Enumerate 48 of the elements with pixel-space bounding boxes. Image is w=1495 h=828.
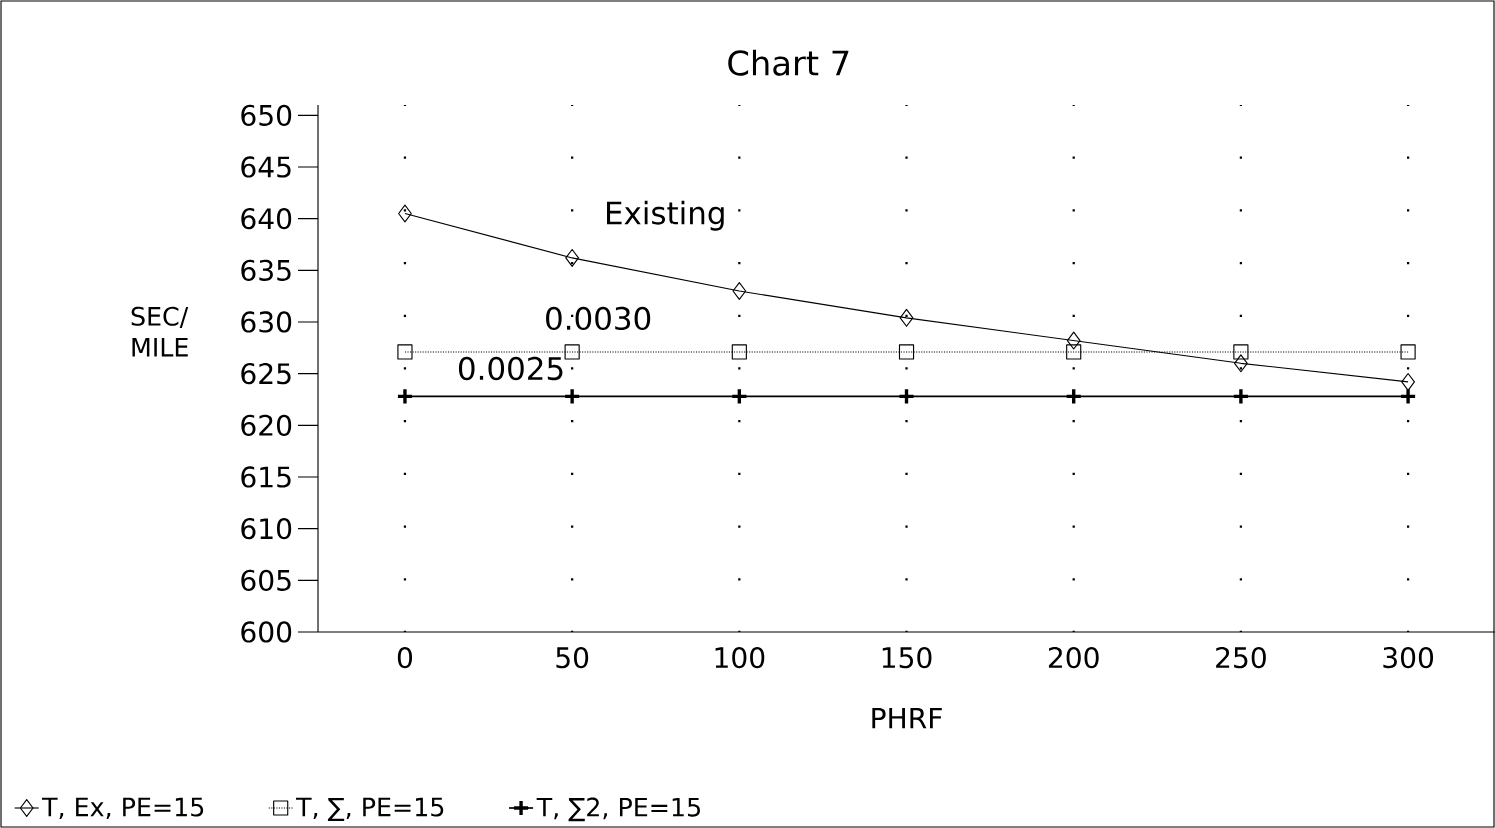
point: [564, 344, 580, 360]
point: [1233, 344, 1249, 360]
point: [898, 344, 915, 360]
point: [398, 204, 412, 223]
legend-label: T, ∑, PE=15: [296, 797, 444, 822]
annotation: 0.0025: [458, 356, 563, 381]
y-tick-label: 635: [241, 259, 291, 281]
y-tick-label: 630: [241, 311, 292, 333]
x-tick-label: 100: [715, 646, 765, 669]
y-tick-label: 615: [241, 466, 291, 488]
y-tick-label: 640: [241, 208, 292, 230]
x-tick-label: 50: [556, 646, 589, 669]
point: [1066, 331, 1081, 350]
point: [1064, 387, 1083, 406]
y-tick-label: 600: [241, 621, 292, 643]
point: [396, 387, 414, 406]
point: [1399, 387, 1417, 406]
point: [1401, 372, 1415, 391]
y-tick-label: 650: [241, 104, 292, 126]
point: [730, 387, 749, 406]
x-tick-label: 0: [397, 646, 413, 669]
y-tick-label: 620: [241, 414, 292, 436]
chart-title: Chart 7: [728, 49, 849, 76]
y-tick-label: 625: [241, 363, 291, 385]
point: [1066, 344, 1082, 360]
point: [1234, 354, 1248, 373]
point: [1232, 387, 1250, 406]
y-tick-label: 605: [241, 569, 291, 591]
y-axis-title: SEC/ MILE: [131, 306, 189, 357]
point: [731, 344, 747, 360]
legend-label: T, ∑2, PE=15: [536, 797, 700, 822]
point: [732, 281, 747, 300]
point: [565, 248, 580, 267]
annotation: Existing: [607, 200, 724, 231]
annotation: 0.0030: [546, 306, 651, 331]
x-tick-label: 200: [1048, 646, 1099, 669]
y-tick-label: 645: [241, 156, 291, 178]
x-tick-label: 250: [1216, 646, 1266, 669]
x-tick-label: 300: [1383, 646, 1434, 669]
point: [1400, 344, 1416, 360]
point: [899, 308, 914, 327]
point: [897, 387, 916, 406]
x-axis-title: PHRF: [872, 707, 942, 729]
legend-label: T, Ex, PE=15: [42, 797, 204, 820]
point: [563, 387, 581, 406]
x-tick-label: 150: [882, 646, 932, 669]
y-tick-label: 610: [241, 518, 292, 540]
point: [397, 344, 413, 360]
